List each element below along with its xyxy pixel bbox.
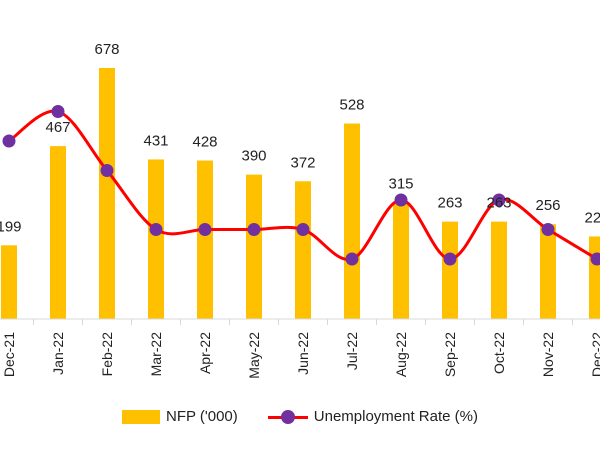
tick-label-sep-22: Sep-22 bbox=[442, 332, 458, 377]
marker-dec-22 bbox=[590, 252, 600, 266]
bar-aug-22 bbox=[393, 202, 409, 319]
marker-may-22 bbox=[247, 223, 261, 236]
bar-oct-22 bbox=[491, 221, 507, 319]
bar-may-22 bbox=[246, 174, 262, 319]
legend-label-nfp: NFP ('000) bbox=[165, 408, 238, 425]
tick-label-dec-22: Dec-22 bbox=[589, 332, 600, 377]
bar-sep-22 bbox=[442, 221, 458, 319]
data-label-apr-22: 428 bbox=[192, 134, 217, 151]
marker-apr-22 bbox=[198, 223, 212, 236]
data-label-jun-22: 372 bbox=[290, 154, 315, 171]
legend-swatch-unemployment bbox=[267, 409, 308, 424]
bar-group bbox=[1, 68, 600, 319]
data-label-mar-22: 431 bbox=[143, 132, 168, 149]
marker-nov-22 bbox=[541, 223, 555, 236]
data-label-group: 199 467 678 431 428 390 372 528 315 263 263 256 223 bbox=[0, 41, 600, 235]
marker-aug-22 bbox=[394, 193, 408, 207]
data-label-aug-22: 315 bbox=[388, 175, 413, 192]
bar-dec-22 bbox=[589, 236, 600, 319]
legend-swatch-nfp bbox=[121, 409, 160, 424]
data-label-jul-22: 528 bbox=[339, 97, 364, 114]
bar-jun-22 bbox=[295, 181, 311, 319]
bar-jan-22 bbox=[50, 146, 66, 319]
tick-label-dec-21: Dec-21 bbox=[1, 332, 17, 377]
data-label-dec-21: 199 bbox=[0, 218, 22, 235]
marker-jan-22 bbox=[51, 105, 65, 118]
marker-oct-22 bbox=[492, 193, 506, 207]
marker-feb-22 bbox=[100, 164, 114, 177]
bar-jul-22 bbox=[344, 123, 360, 319]
data-label-dec-22: 223 bbox=[584, 209, 600, 226]
tick-label-jun-22: Jun-22 bbox=[295, 332, 311, 375]
tick-label-jan-22: Jan-22 bbox=[50, 332, 66, 375]
tick-label-jul-22: Jul-22 bbox=[344, 332, 360, 370]
legend: NFP ('000) Unemployment Rate (%) bbox=[0, 408, 600, 425]
tick-label-oct-22: Oct-22 bbox=[491, 332, 507, 374]
marker-group bbox=[2, 105, 600, 266]
tick-label-group: Dec-21 Jan-22 Feb-22 Mar-22 Apr-22 May-22 Jun-… bbox=[1, 332, 600, 379]
data-label-sep-22: 263 bbox=[437, 195, 462, 212]
data-label-nov-22: 256 bbox=[535, 197, 560, 214]
legend-item-unemployment: Unemployment Rate (%) bbox=[267, 408, 478, 425]
marker-mar-22 bbox=[149, 223, 163, 236]
legend-label-unemployment: Unemployment Rate (%) bbox=[313, 408, 478, 425]
marker-jun-22 bbox=[296, 223, 310, 236]
bar-apr-22 bbox=[197, 160, 213, 319]
tick-label-mar-22: Mar-22 bbox=[148, 332, 164, 377]
marker-dec-21 bbox=[2, 134, 16, 148]
bar-feb-22 bbox=[99, 68, 115, 319]
tick-label-aug-22: Aug-22 bbox=[393, 332, 409, 377]
tick-label-apr-22: Apr-22 bbox=[197, 332, 213, 374]
data-label-jan-22: 467 bbox=[45, 119, 70, 136]
data-label-may-22: 390 bbox=[241, 148, 266, 165]
legend-item-nfp: NFP ('000) bbox=[121, 408, 238, 425]
tick-label-feb-22: Feb-22 bbox=[99, 332, 115, 377]
bar-mar-22 bbox=[148, 159, 164, 319]
marker-jul-22 bbox=[345, 252, 359, 266]
tick-label-nov-22: Nov-22 bbox=[540, 332, 556, 377]
data-label-feb-22: 678 bbox=[94, 41, 119, 58]
tick-group bbox=[33, 319, 573, 325]
bar-nov-22 bbox=[540, 224, 556, 319]
bar-dec-21 bbox=[1, 245, 17, 319]
chart: 199467678431428390372528315263263256223 … bbox=[0, 41, 600, 379]
tick-label-may-22: May-22 bbox=[246, 332, 262, 379]
data-label-oct-22: 263 bbox=[486, 195, 511, 212]
marker-sep-22 bbox=[443, 252, 457, 266]
